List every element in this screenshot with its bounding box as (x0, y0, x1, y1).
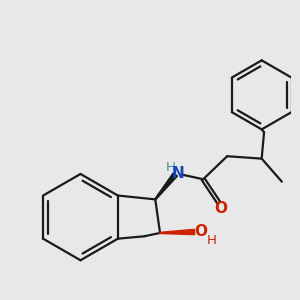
Text: H: H (207, 234, 217, 247)
Text: N: N (172, 167, 184, 182)
Polygon shape (155, 173, 177, 200)
Text: H: H (166, 161, 176, 174)
Text: O: O (214, 202, 227, 217)
Polygon shape (160, 229, 195, 235)
Text: O: O (194, 224, 207, 239)
